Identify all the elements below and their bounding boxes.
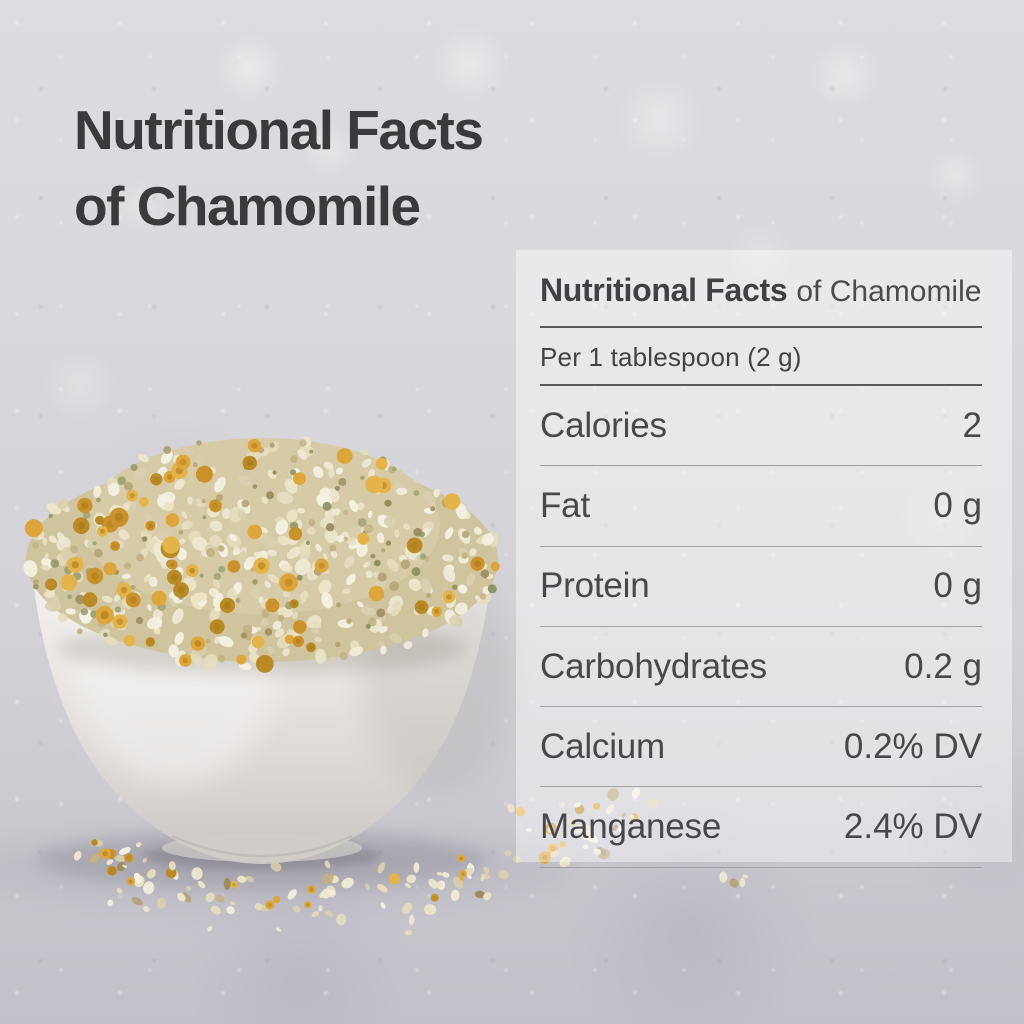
serving-size-label: Per 1 tablespoon (2 g) [540, 328, 982, 386]
facts-title-bold: Nutritional Facts [540, 272, 788, 308]
nutrient-value: 0.2% DV [843, 726, 982, 766]
nutrient-label: Carbohydrates [540, 646, 767, 686]
nutrient-label: Protein [540, 566, 650, 606]
nutrient-label: Calcium [540, 726, 666, 766]
nutrient-value: 0 g [933, 566, 982, 606]
bowl-foot [162, 834, 362, 862]
scattered-flowers [73, 787, 749, 936]
table-row: Protein 0 g [540, 547, 982, 627]
nutrient-label: Manganese [540, 807, 722, 847]
page-title-line1: Nutritional Facts [74, 99, 484, 161]
nutrient-value: 2.4% DV [843, 807, 982, 847]
nutrition-facts-panel: Nutritional Facts of Chamomile Per 1 tabl… [516, 250, 1012, 868]
table-row: Fat 0 g [540, 466, 982, 547]
nutrient-value: 0.2 g [904, 646, 982, 686]
page-title-line2: of Chamomile [74, 175, 421, 237]
facts-header: Nutritional Facts of Chamomile [540, 250, 982, 328]
flower-texture [23, 436, 500, 673]
table-row: Calories 2 [540, 386, 982, 467]
table-row: Manganese 2.4% DV [540, 787, 982, 868]
dried-chamomile-heap [23, 436, 500, 673]
table-row: Calcium 0.2% DV [540, 707, 982, 788]
nutrient-value: 2 [962, 405, 982, 445]
facts-table: Calories 2 Fat 0 g Protein 0 g Carbohydr… [540, 386, 982, 868]
table-row: Carbohydrates 0.2 g [540, 627, 982, 708]
facts-title-suffix: of Chamomile [796, 275, 982, 308]
nutrient-label: Calories [540, 405, 667, 445]
page-title: Nutritional Facts of Chamomile [74, 92, 484, 244]
nutrient-label: Fat [540, 485, 590, 525]
nutrient-value: 0 g [933, 485, 982, 525]
